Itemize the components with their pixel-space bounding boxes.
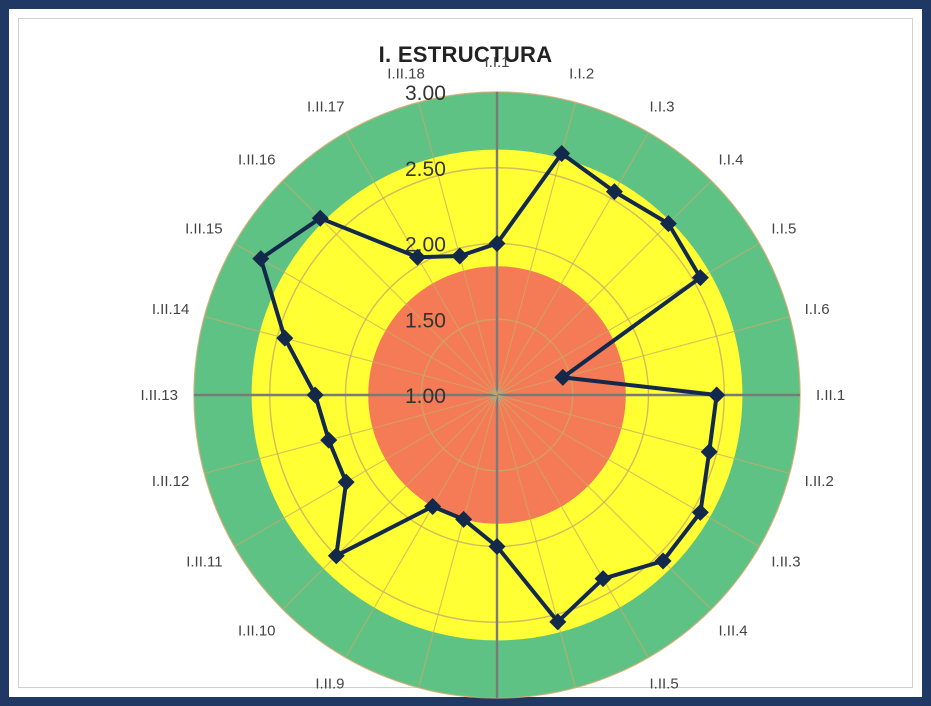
- spoke-17: [204, 394, 498, 474]
- data-point-14: [424, 498, 442, 516]
- spoke-15: [282, 394, 498, 610]
- data-point-17: [320, 431, 338, 449]
- spoke-23: [418, 102, 498, 396]
- data-point-10: [594, 570, 612, 588]
- category-label-15: I.II.10: [238, 622, 276, 639]
- tick-label-4: 3.00: [405, 82, 446, 105]
- tick-label-2: 2.00: [405, 234, 446, 257]
- data-point-19: [276, 329, 294, 347]
- tick-label-0: 1.00: [405, 385, 446, 408]
- spoke-3: [496, 180, 712, 396]
- category-label-17: I.II.12: [152, 473, 190, 490]
- category-label-4: I.I.5: [771, 221, 796, 238]
- data-point-21: [311, 209, 329, 227]
- spoke-9: [496, 394, 712, 610]
- category-label-21: I.II.16: [238, 152, 276, 169]
- data-point-3: [659, 215, 677, 233]
- category-label-14: I.II.9: [315, 675, 344, 692]
- data-point-8: [691, 503, 709, 521]
- spoke-10: [496, 394, 649, 658]
- spoke-19: [204, 316, 498, 396]
- spoke-2: [496, 132, 649, 396]
- data-point-6: [708, 386, 726, 404]
- data-point-5: [554, 368, 572, 386]
- category-label-9: I.II.4: [718, 622, 747, 639]
- spoke-16: [234, 394, 498, 547]
- spoke-20: [234, 243, 498, 396]
- spoke-14: [345, 394, 498, 658]
- data-point-7: [700, 443, 718, 461]
- category-label-20: I.II.15: [185, 221, 223, 238]
- category-label-10: I.II.5: [650, 675, 679, 692]
- data-point-12: [488, 538, 506, 555]
- spoke-22: [345, 132, 498, 396]
- tick-label-3: 2.50: [405, 158, 446, 181]
- category-label-23: I.II.18: [387, 65, 425, 82]
- category-label-5: I.I.6: [805, 301, 830, 318]
- category-label-6: I.II.1: [816, 387, 845, 404]
- data-point-18: [306, 386, 324, 404]
- data-point-16: [337, 473, 355, 491]
- data-point-15: [327, 547, 345, 565]
- spoke-7: [496, 394, 790, 474]
- data-point-9: [654, 552, 672, 570]
- spoke-13: [418, 394, 498, 688]
- category-label-3: I.I.4: [718, 152, 743, 169]
- data-point-20: [252, 250, 270, 268]
- spoke-8: [496, 394, 760, 547]
- data-point-13: [455, 510, 473, 528]
- data-point-0: [488, 235, 506, 252]
- category-label-7: I.II.2: [805, 473, 834, 490]
- data-point-23: [451, 247, 469, 265]
- spoke-4: [496, 243, 760, 396]
- category-label-0: I.I.1: [484, 54, 509, 71]
- spoke-5: [496, 316, 790, 396]
- data-point-2: [605, 183, 623, 201]
- category-label-18: I.II.13: [140, 387, 178, 404]
- category-label-1: I.I.2: [569, 65, 594, 82]
- category-label-22: I.II.17: [307, 99, 345, 116]
- tick-label-1: 1.50: [405, 309, 446, 332]
- chart-title: I. ESTRUCTURA: [378, 42, 553, 67]
- spoke-11: [496, 394, 576, 688]
- data-point-22: [408, 248, 426, 266]
- data-point-11: [549, 613, 567, 631]
- category-label-8: I.II.3: [771, 554, 800, 571]
- data-point-1: [553, 145, 571, 163]
- data-point-4: [691, 269, 709, 287]
- category-label-2: I.I.3: [650, 99, 675, 116]
- category-label-16: I.II.11: [186, 554, 222, 571]
- category-label-19: I.II.14: [152, 301, 190, 318]
